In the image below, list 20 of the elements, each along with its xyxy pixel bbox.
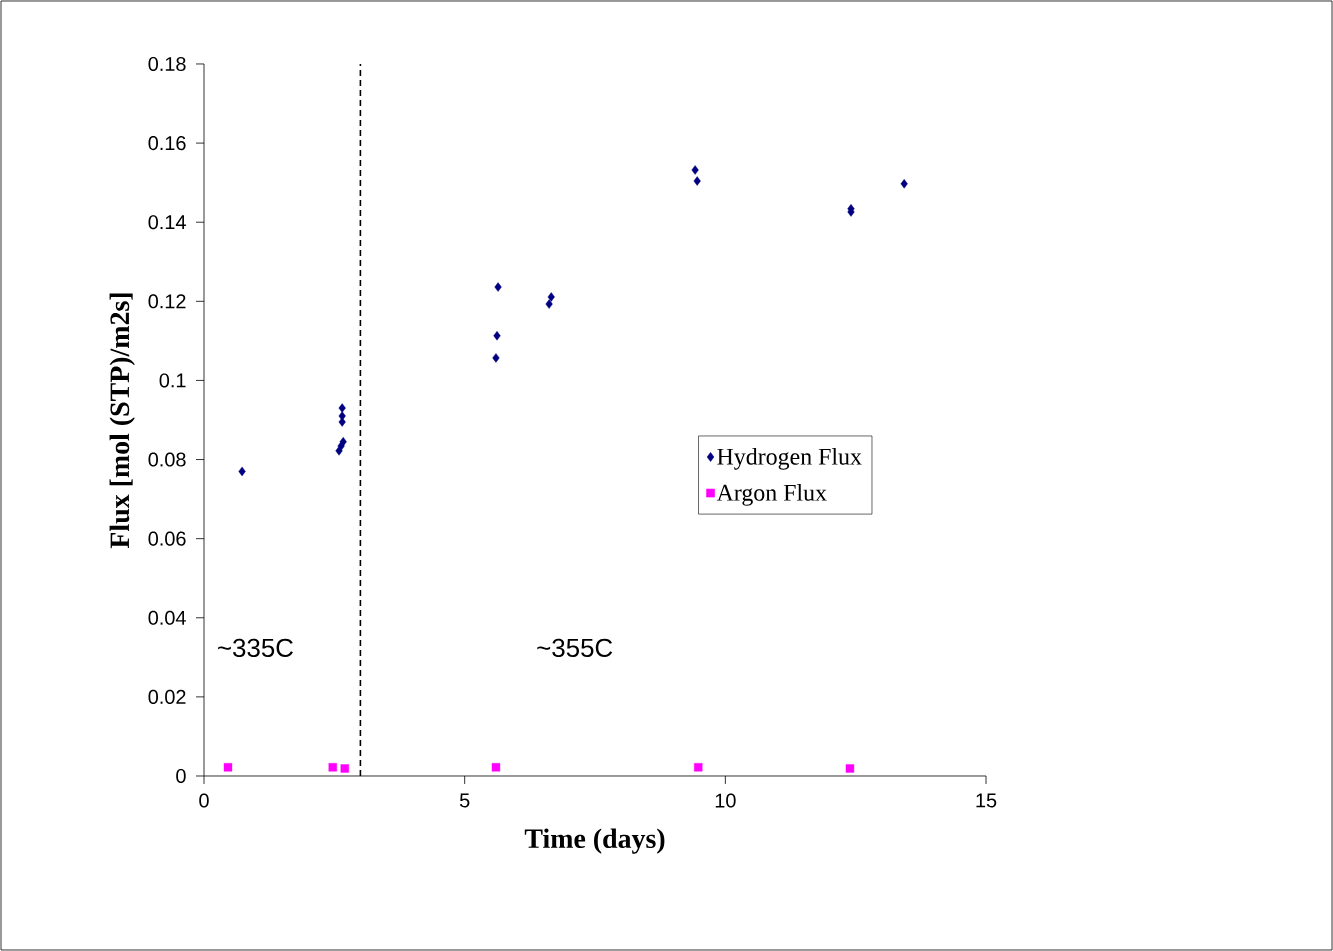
y-tick-label: 0.16 [148, 136, 186, 151]
y-tick-label: 0.14 [148, 215, 186, 230]
x-tick-label: 5 [459, 793, 470, 808]
y-tick-label: 0.18 [148, 56, 186, 72]
y-tick-label: 0.04 [148, 610, 186, 625]
y-tick-label: 0.02 [148, 689, 186, 704]
legend-label: Argon Flux [716, 484, 827, 506]
x-tick-label: 10 [715, 793, 736, 808]
annotation: ~335C [218, 638, 293, 658]
y-tick-label: 0.12 [148, 294, 186, 309]
y-tick-label: 0.08 [148, 452, 186, 467]
x-axis-title: Time (days) [524, 828, 665, 854]
legend-label: Hydrogen Flux [717, 447, 862, 470]
y-axis-title: Flux [mol (STP)/m2s] [109, 293, 135, 549]
y-tick-label: 0 [176, 768, 186, 784]
x-tick-label: 15 [976, 793, 997, 808]
y-tick-label: 0.06 [148, 531, 186, 546]
annotation: ~355C [537, 638, 613, 658]
y-tick-label: 0.1 [159, 373, 186, 388]
x-tick-label: 0 [199, 793, 209, 808]
